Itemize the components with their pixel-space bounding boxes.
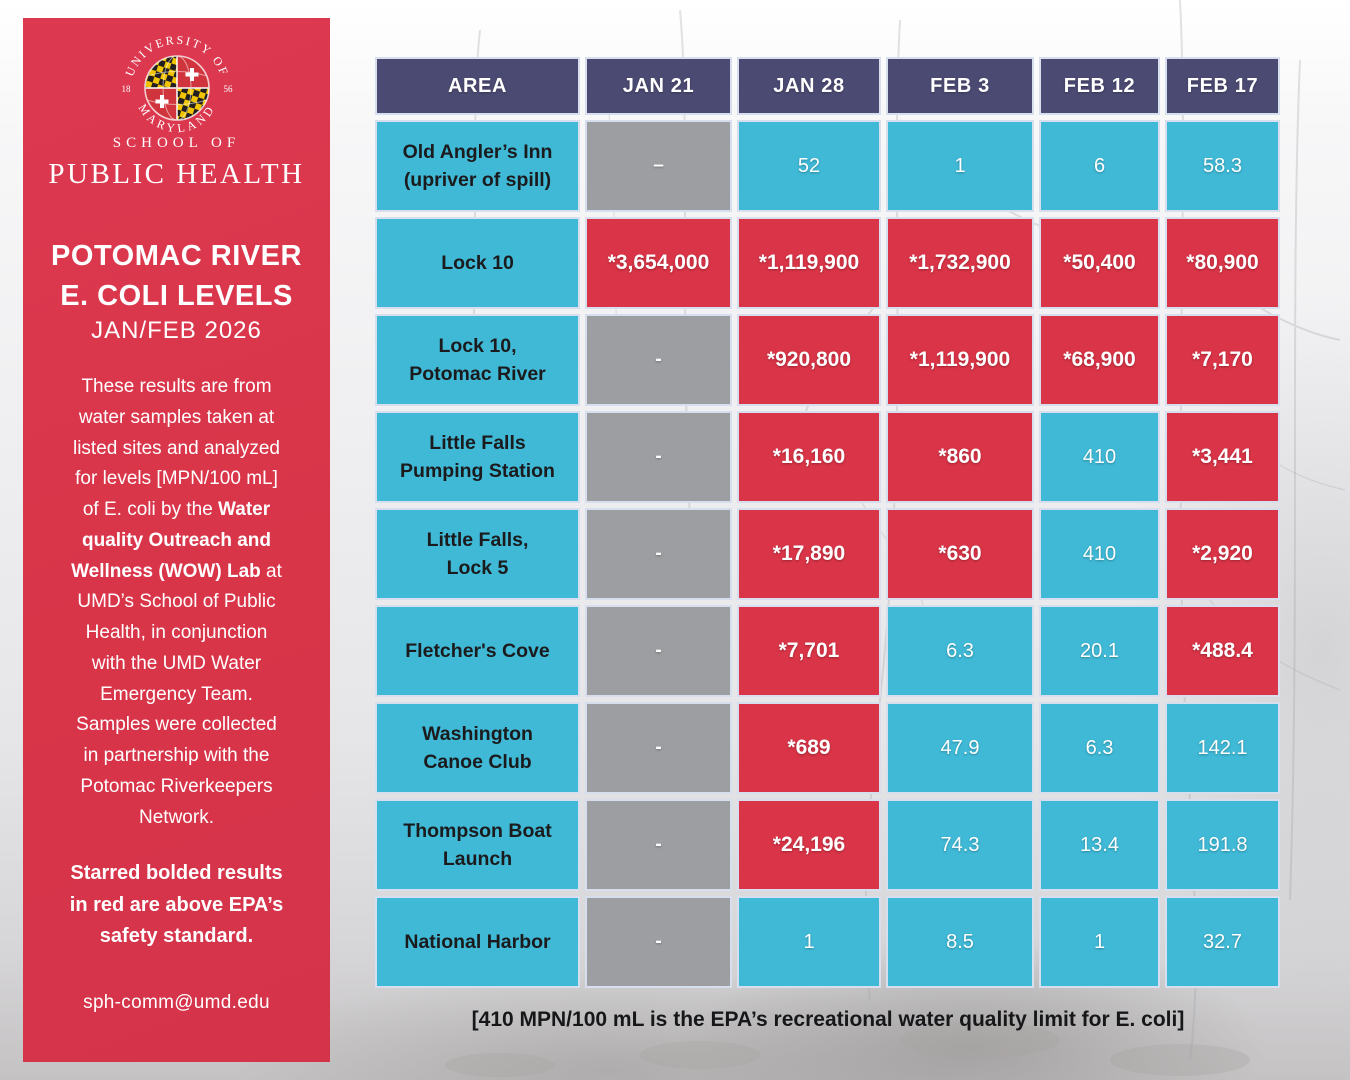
value-cell: *17,890 bbox=[737, 508, 881, 600]
area-cell: Thompson Boat Launch bbox=[375, 799, 580, 891]
value-cell: 410 bbox=[1039, 411, 1160, 503]
value-cell: *3,654,000 bbox=[585, 217, 732, 309]
contact-email: sph-comm@umd.edu bbox=[83, 992, 270, 1013]
value-cell: - bbox=[585, 605, 732, 697]
value-cell: *1,119,900 bbox=[737, 217, 881, 309]
value-cell: *24,196 bbox=[737, 799, 881, 891]
epa-limit-footnote: [410 MPN/100 mL is the EPA’s recreationa… bbox=[471, 1008, 1185, 1031]
area-cell: Little Falls Pumping Station bbox=[375, 411, 580, 503]
area-cell: Lock 10, Potomac River bbox=[375, 314, 580, 406]
value-cell: *68,900 bbox=[1039, 314, 1160, 406]
poster-title-line2: E. COLI LEVELS bbox=[60, 280, 293, 313]
value-cell: *920,800 bbox=[737, 314, 881, 406]
value-cell: – bbox=[585, 120, 732, 212]
value-cell: *7,701 bbox=[737, 605, 881, 697]
value-cell: - bbox=[585, 411, 732, 503]
area-cell: National Harbor bbox=[375, 896, 580, 988]
value-cell: 191.8 bbox=[1165, 799, 1280, 891]
data-table: AREA JAN 21 JAN 28 FEB 3 FEB 12 FEB 17 Old Ang… bbox=[375, 57, 1280, 988]
value-cell: 410 bbox=[1039, 508, 1160, 600]
value-cell: 1 bbox=[1039, 896, 1160, 988]
logo-year-18: 18 bbox=[121, 84, 131, 94]
value-cell: 47.9 bbox=[886, 702, 1034, 794]
value-cell: *488.4 bbox=[1165, 605, 1280, 697]
school-of-label: SCHOOL OF bbox=[112, 135, 241, 151]
column-header: JAN 28 bbox=[737, 57, 881, 115]
sidebar-description: These results are from water samples tak… bbox=[71, 376, 282, 828]
umd-globe-seal-icon: UNIVERSITY OF MARYLAND 18 56 bbox=[121, 33, 233, 136]
area-cell: Fletcher's Cove bbox=[375, 605, 580, 697]
value-cell: *2,920 bbox=[1165, 508, 1280, 600]
value-cell: *630 bbox=[886, 508, 1034, 600]
value-cell: *7,170 bbox=[1165, 314, 1280, 406]
sidebar: UNIVERSITY OF MARYLAND 18 56 SCHOOL OF P… bbox=[23, 18, 330, 1062]
value-cell: *80,900 bbox=[1165, 217, 1280, 309]
value-cell: 142.1 bbox=[1165, 702, 1280, 794]
value-cell: - bbox=[585, 508, 732, 600]
value-cell: 32.7 bbox=[1165, 896, 1280, 988]
value-cell: *1,732,900 bbox=[886, 217, 1034, 309]
value-cell: 1 bbox=[886, 120, 1034, 212]
umd-logo: UNIVERSITY OF MARYLAND 18 56 bbox=[116, 30, 238, 145]
value-cell: *689 bbox=[737, 702, 881, 794]
value-cell: *1,119,900 bbox=[886, 314, 1034, 406]
value-cell: 13.4 bbox=[1039, 799, 1160, 891]
area-cell: Little Falls, Lock 5 bbox=[375, 508, 580, 600]
value-cell: 74.3 bbox=[886, 799, 1034, 891]
table-wrap: AREA JAN 21 JAN 28 FEB 3 FEB 12 FEB 17 Old Ang… bbox=[375, 57, 1280, 988]
area-cell: Washington Canoe Club bbox=[375, 702, 580, 794]
value-cell: 6.3 bbox=[1039, 702, 1160, 794]
value-cell: 1 bbox=[737, 896, 881, 988]
value-cell: 52 bbox=[737, 120, 881, 212]
value-cell: - bbox=[585, 896, 732, 988]
column-header: AREA bbox=[375, 57, 580, 115]
value-cell: 8.5 bbox=[886, 896, 1034, 988]
value-cell: *16,160 bbox=[737, 411, 881, 503]
column-header: FEB 3 bbox=[886, 57, 1034, 115]
value-cell: 20.1 bbox=[1039, 605, 1160, 697]
value-cell: *50,400 bbox=[1039, 217, 1160, 309]
area-cell: Lock 10 bbox=[375, 217, 580, 309]
area-cell: Old Angler’s Inn (upriver of spill) bbox=[375, 120, 580, 212]
column-header: JAN 21 bbox=[585, 57, 732, 115]
poster-title-line1: POTOMAC RIVER bbox=[51, 240, 302, 272]
value-cell: *3,441 bbox=[1165, 411, 1280, 503]
poster-subtitle: JAN/FEB 2026 bbox=[91, 317, 262, 344]
logo-year-56: 56 bbox=[223, 84, 233, 94]
maryland-flag-globe bbox=[143, 55, 210, 121]
value-cell: 6 bbox=[1039, 120, 1160, 212]
poster-title: POTOMAC RIVER E. COLI LEVELS bbox=[23, 236, 330, 316]
value-cell: 6.3 bbox=[886, 605, 1034, 697]
value-cell: 58.3 bbox=[1165, 120, 1280, 212]
value-cell: - bbox=[585, 314, 732, 406]
legend-note: Starred bolded results in red are above … bbox=[69, 862, 284, 948]
school-name: PUBLIC HEALTH bbox=[48, 158, 305, 190]
value-cell: *860 bbox=[886, 411, 1034, 503]
column-header: FEB 12 bbox=[1039, 57, 1160, 115]
value-cell: - bbox=[585, 702, 732, 794]
column-header: FEB 17 bbox=[1165, 57, 1280, 115]
value-cell: - bbox=[585, 799, 732, 891]
